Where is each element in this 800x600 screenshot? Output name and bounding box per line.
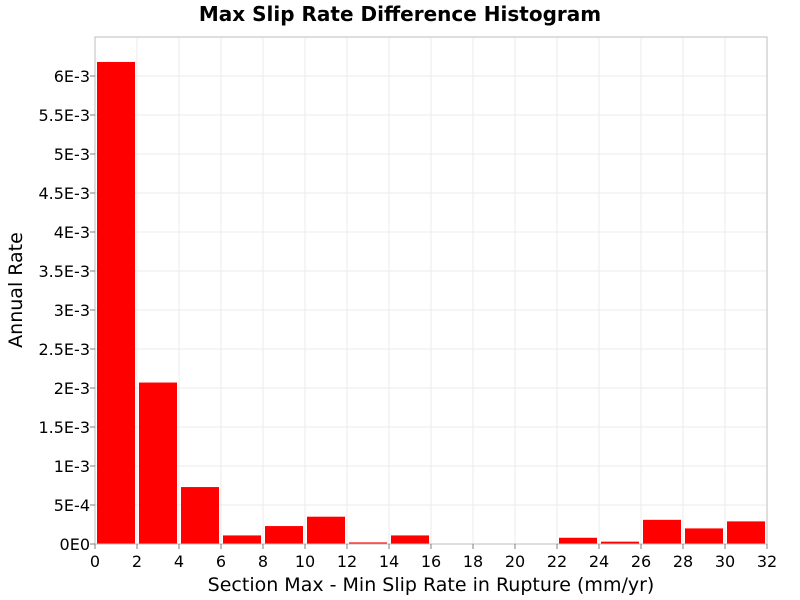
x-axis-label: Section Max - Min Slip Rate in Rupture (… <box>208 574 655 596</box>
x-tick-label: 28 <box>673 552 693 571</box>
histogram-bar <box>391 535 429 544</box>
chart-title: Max Slip Rate Difference Histogram <box>199 2 601 26</box>
histogram-bar <box>139 382 177 544</box>
x-tick-label: 32 <box>757 552 777 571</box>
x-tick-label: 14 <box>379 552 399 571</box>
x-tick-label: 12 <box>337 552 357 571</box>
histogram-bar <box>601 541 639 544</box>
x-tick-label: 16 <box>421 552 441 571</box>
grid-lines <box>94 37 768 545</box>
histogram-bar <box>265 526 303 544</box>
y-tick-label: 3E-3 <box>54 301 90 320</box>
y-tick-label: 0E0 <box>60 535 90 554</box>
histogram-bar <box>685 528 723 544</box>
y-tick-label: 1.5E-3 <box>38 418 90 437</box>
x-tick-label: 18 <box>463 552 483 571</box>
x-tick-label: 20 <box>505 552 525 571</box>
x-tick-label: 24 <box>589 552 609 571</box>
y-tick-label: 3.5E-3 <box>38 262 90 281</box>
y-tick-label: 2.5E-3 <box>38 340 90 359</box>
histogram-bar <box>727 521 765 544</box>
x-tick-label: 8 <box>258 552 268 571</box>
y-tick-label: 1E-3 <box>54 457 90 476</box>
y-tick-label: 5E-4 <box>54 496 90 515</box>
y-axis-label: Annual Rate <box>5 232 27 348</box>
histogram-bar <box>223 535 261 544</box>
histogram-bar <box>349 542 387 544</box>
x-tick-label: 0 <box>90 552 100 571</box>
x-axis: 0 2 4 6 8 10 12 14 16 18 20 22 24 26 28 30 32 <box>90 544 777 571</box>
histogram-bar <box>97 61 135 545</box>
y-tick-label: 5E-3 <box>54 145 90 164</box>
x-tick-label: 22 <box>547 552 567 571</box>
x-tick-label: 26 <box>631 552 651 571</box>
y-tick-label: 6E-3 <box>54 67 90 86</box>
x-tick-label: 4 <box>174 552 184 571</box>
y-tick-label: 4E-3 <box>54 223 90 242</box>
histogram-bar <box>307 516 345 544</box>
y-axis: 0E0 5E-4 1E-3 1.5E-3 2E-3 2.5E-3 3E-3 3.5E-3 4E-… <box>38 67 95 554</box>
histogram-bar <box>643 519 681 544</box>
x-tick-label: 6 <box>216 552 226 571</box>
histogram-bar <box>181 487 219 544</box>
y-tick-label: 4.5E-3 <box>38 184 90 203</box>
histogram-bar <box>559 537 597 544</box>
y-tick-label: 2E-3 <box>54 379 90 398</box>
x-tick-label: 10 <box>295 552 315 571</box>
y-tick-label: 5.5E-3 <box>38 106 90 125</box>
histogram-bars <box>97 61 765 545</box>
x-tick-label: 2 <box>132 552 142 571</box>
x-tick-label: 30 <box>715 552 735 571</box>
